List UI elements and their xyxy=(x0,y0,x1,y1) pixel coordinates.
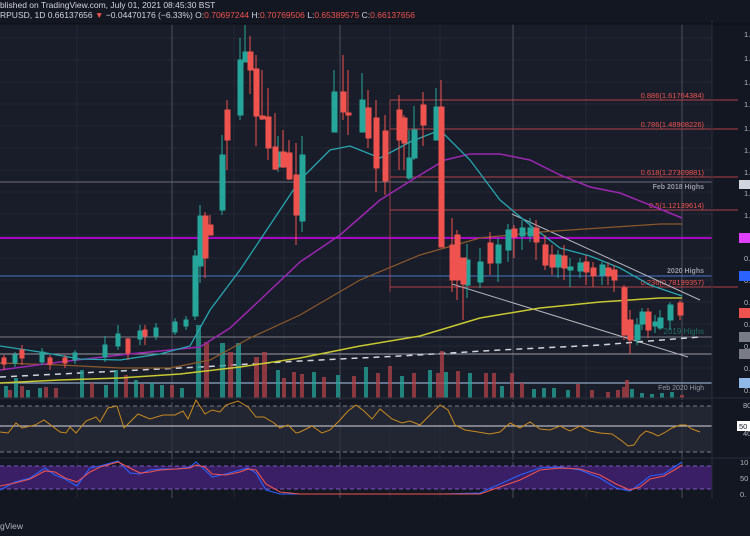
feb-2018-price-tag xyxy=(739,180,750,189)
symbol-label[interactable]: RPUSD, 1D xyxy=(0,10,46,20)
descending-support-line[interactable] xyxy=(451,283,689,358)
close-label: C: xyxy=(361,10,371,20)
stoch-d-line xyxy=(0,461,683,495)
low-value: 0.65389575 xyxy=(314,10,360,20)
down-triangle-icon: ▼ xyxy=(95,10,104,20)
fib-0618-label: 0.618(1.27309881) xyxy=(641,168,705,177)
high-value: 0.70769506 xyxy=(259,10,305,20)
price-chart[interactable]: 0.886(1.61764384) 0.786(1.48908226) 0.61… xyxy=(0,20,750,498)
svg-text:0.: 0. xyxy=(744,298,750,307)
svg-text:0.: 0. xyxy=(744,386,750,395)
stoch-axis: 10 50 0. xyxy=(740,458,748,498)
support-price-tag xyxy=(739,349,750,359)
rsi-line xyxy=(0,398,701,447)
feb-2018-highs-label: Feb 2018 Highs xyxy=(653,184,704,191)
last-price-tag xyxy=(739,308,750,318)
feb-2020-high-label: Feb 2020 High xyxy=(658,385,704,392)
volume-bars xyxy=(4,325,684,398)
fib-05-label: 0.5(1.12139614) xyxy=(649,201,705,210)
rsi-band xyxy=(0,406,712,452)
feb-2020-price-tag xyxy=(739,378,750,388)
svg-text:0.: 0. xyxy=(744,342,750,351)
svg-text:1.: 1. xyxy=(744,211,750,220)
open-label: O: xyxy=(195,10,205,20)
tradingview-brand[interactable]: gView xyxy=(0,521,23,531)
svg-text:80: 80 xyxy=(743,401,750,410)
svg-text:1.: 1. xyxy=(744,146,750,155)
svg-text:50: 50 xyxy=(740,474,748,483)
ohlc-line: RPUSD, 1D 0.66137656 ▼ −0.04470176 (−6.3… xyxy=(0,10,415,20)
price-change: −0.04470176 (−6.33%) xyxy=(105,10,193,20)
svg-text:1.: 1. xyxy=(744,78,750,87)
ma200-line xyxy=(0,297,682,384)
chart-header: blished on TradingView.com, July 01, 202… xyxy=(0,0,750,20)
stoch-k-line xyxy=(0,460,683,495)
svg-text:1.: 1. xyxy=(744,168,750,177)
low-label: L: xyxy=(307,10,315,20)
ma20-line xyxy=(0,129,683,361)
fib-0886-label: 0.886(1.61764384) xyxy=(641,91,705,100)
2019-highs-label: 2019 Highs xyxy=(664,327,704,336)
descending-resistance-line[interactable] xyxy=(511,213,701,301)
svg-text:50: 50 xyxy=(739,422,747,431)
2020-highs-label: 2020 Highs xyxy=(667,268,704,275)
ma100-line xyxy=(0,223,682,369)
last-price: 0.66137656 xyxy=(47,10,93,20)
svg-text:1.: 1. xyxy=(744,124,750,133)
2019-highs-price-tag xyxy=(739,332,750,342)
svg-text:0.: 0. xyxy=(744,254,750,263)
svg-text:0.: 0. xyxy=(744,364,750,373)
rsi-axis: 80 40 xyxy=(743,401,750,438)
magenta-price-tag xyxy=(739,233,750,243)
fib-0786-label: 0.786(1.48908226) xyxy=(641,120,705,129)
candlesticks[interactable] xyxy=(1,25,684,370)
published-line: blished on TradingView.com, July 01, 202… xyxy=(0,0,216,10)
svg-text:1.: 1. xyxy=(744,30,750,39)
svg-text:10: 10 xyxy=(740,458,748,467)
rsi-value-tag xyxy=(737,421,750,431)
svg-text:1.: 1. xyxy=(744,189,750,198)
svg-text:40: 40 xyxy=(743,429,750,438)
stoch-band xyxy=(0,466,712,489)
close-value: 0.66137656 xyxy=(370,10,416,20)
footer: gView xyxy=(0,515,750,536)
open-value: 0.70697244 xyxy=(204,10,250,20)
2020-highs-price-tag xyxy=(739,271,750,281)
fib-0236-label: 0.236(0.78199357) xyxy=(641,278,705,287)
svg-text:1.: 1. xyxy=(744,100,750,109)
svg-text:1.: 1. xyxy=(744,54,750,63)
svg-text:0.: 0. xyxy=(744,320,750,329)
price-axis[interactable]: 1. 1. 1. 1. 1. 1. 1. 1. 1. 0. 0. 0. 0. 0… xyxy=(744,30,750,395)
svg-text:0.: 0. xyxy=(740,490,746,498)
high-label: H: xyxy=(251,10,260,20)
dashed-trendline[interactable] xyxy=(0,336,701,378)
